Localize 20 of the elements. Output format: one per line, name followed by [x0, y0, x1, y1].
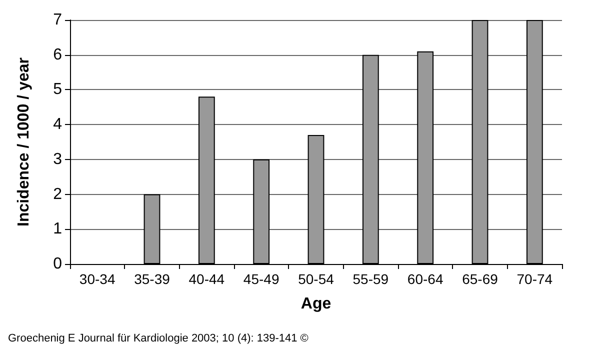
y-tick-label: 0	[53, 256, 62, 272]
x-tick-label: 35-39	[134, 271, 170, 287]
y-tick-label: 7	[53, 12, 62, 28]
y-tick-label: 2	[53, 186, 62, 203]
text: Groechenig E Journal für Kardiologie 2003; 10 (4): 139-141 ©	[8, 332, 308, 344]
x-tick-label: 30-34	[79, 271, 116, 287]
y-tick-label: 5	[53, 81, 62, 98]
x-tick-label: 50-54	[298, 271, 334, 287]
x-tick-label: 55-59	[352, 271, 389, 287]
x-tick-label: 45-49	[243, 271, 280, 287]
x-tick-label: 70-74	[516, 271, 553, 287]
x-tick-label: 60-64	[407, 271, 444, 287]
y-tick-label: 6	[53, 46, 62, 64]
y-axis-title: Incidence / 1000 / year	[16, 58, 32, 226]
x-tick-label: 40-44	[188, 271, 225, 287]
y-tick-label: 1	[53, 220, 62, 238]
x-axis-title: Age	[300, 296, 332, 312]
x-tick-label: 65-69	[462, 271, 498, 287]
y-tick-label: 4	[53, 116, 62, 134]
y-tick-label: 3	[53, 150, 62, 168]
